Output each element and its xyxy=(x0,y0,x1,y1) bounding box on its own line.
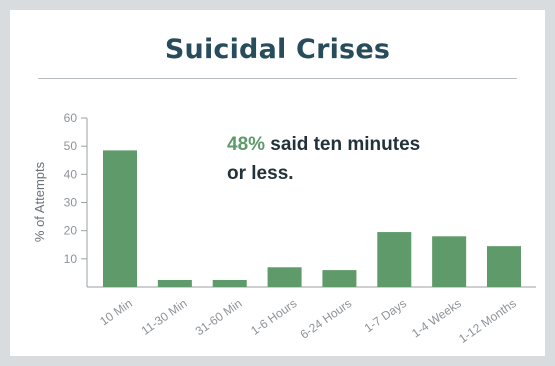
annotation-highlight: 48% xyxy=(227,134,265,155)
bar xyxy=(267,267,302,287)
x-tick-label: 1-6 Hours xyxy=(248,296,299,338)
x-tick-label: 10 Min xyxy=(97,296,135,328)
y-tick-label: 50 xyxy=(64,139,78,153)
y-axis-ticks: 10 20 30 40 50 60 xyxy=(64,111,87,266)
annotation-text: said ten minutes xyxy=(265,134,420,155)
x-tick-label: 1-7 Days xyxy=(362,296,409,335)
title-divider xyxy=(38,78,517,79)
bar xyxy=(432,236,467,287)
bars xyxy=(103,150,521,287)
bar xyxy=(377,232,412,287)
x-tick-label: 1-12 Months xyxy=(456,296,519,346)
y-tick-label: 20 xyxy=(64,224,78,238)
bar xyxy=(212,279,247,287)
chart-title: Suicidal Crises xyxy=(164,34,391,65)
annotation-line-1: 48% said ten minutes xyxy=(227,134,420,155)
y-tick-label: 40 xyxy=(64,167,78,181)
y-tick-label: 10 xyxy=(64,252,78,266)
x-tick-label: 11-30 Min xyxy=(139,296,190,338)
bar xyxy=(487,246,521,287)
x-tick-label: 6-24 Hours xyxy=(298,296,355,342)
bar xyxy=(157,279,192,287)
y-axis-label: % of Attempts xyxy=(32,161,47,242)
annotation-line-2: or less. xyxy=(227,163,294,184)
bar xyxy=(322,270,357,287)
y-tick-label: 60 xyxy=(64,111,78,125)
x-tick-label: 31-60 Min xyxy=(193,296,245,338)
y-tick-label: 30 xyxy=(64,196,78,210)
bar xyxy=(103,150,137,287)
